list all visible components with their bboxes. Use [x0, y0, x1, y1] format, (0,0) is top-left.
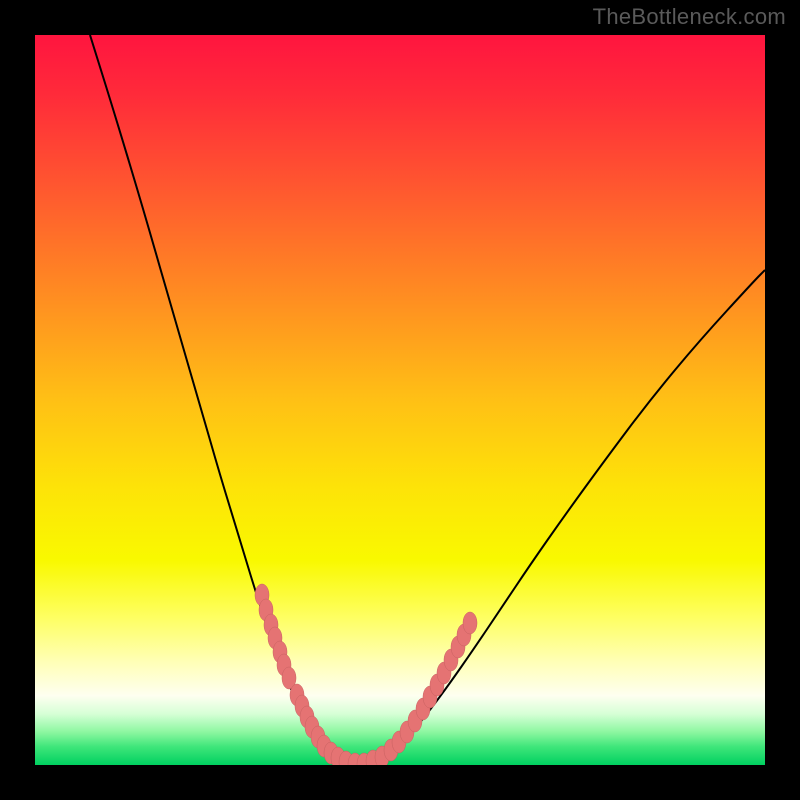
gradient-background	[35, 35, 765, 765]
marker-bead	[463, 612, 477, 634]
plot-area	[35, 35, 765, 765]
chart-canvas	[0, 0, 800, 800]
watermark: TheBottleneck.com	[593, 4, 786, 30]
